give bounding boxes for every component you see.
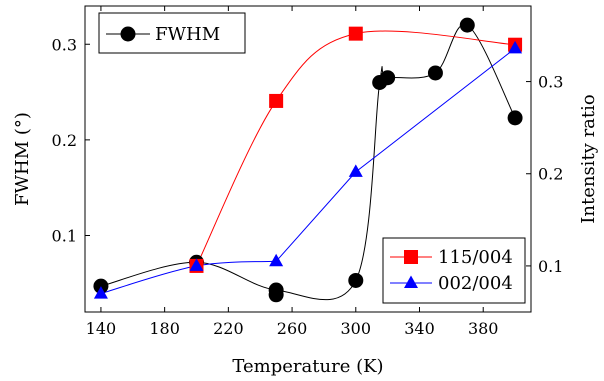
- data-point-002-004: [269, 253, 284, 267]
- legend-ratios: 115/004 002/004: [382, 237, 526, 304]
- x-tick-label: 380: [468, 319, 499, 338]
- x-tick-label: 180: [149, 319, 180, 338]
- legend-ratios-box: [382, 237, 526, 304]
- data-point-115-004: [269, 93, 284, 108]
- right-y-tick-label: 0.1: [538, 257, 563, 276]
- data-point-002-004: [93, 286, 108, 299]
- series-line-115-004: [196, 30, 516, 267]
- legend-fwhm: FWHM: [98, 12, 246, 54]
- right-y-axis: 0.1 0.2 0.3: [526, 73, 563, 276]
- legend-115-label: 115/004: [438, 247, 513, 268]
- left-y-tick-label: 0.2: [52, 131, 77, 150]
- series-line-fwhm: [100, 24, 516, 301]
- legend-115-marker: [404, 250, 418, 264]
- legend-002-marker: [404, 275, 418, 288]
- x-tick-label: 220: [213, 319, 244, 338]
- data-point-115-004: [348, 26, 363, 41]
- left-y-tick-label: 0.1: [52, 227, 77, 246]
- data-point-fwhm: [268, 287, 284, 303]
- data-point-002-004: [508, 40, 523, 54]
- x-axis-title: Temperature (K): [232, 356, 383, 377]
- x-tick-label: 340: [404, 319, 435, 338]
- data-point-fwhm: [459, 17, 475, 33]
- legend-fwhm-label: FWHM: [155, 24, 220, 45]
- left-y-axis-title: FWHM (°): [12, 112, 33, 206]
- data-point-002-004: [348, 164, 363, 177]
- right-y-tick-label: 0.3: [538, 73, 563, 92]
- data-point-002-004: [189, 258, 204, 271]
- data-point-fwhm: [507, 110, 523, 126]
- x-tick-label: 260: [277, 319, 308, 338]
- x-axis: 140 180 220 260 300 340 380: [86, 6, 499, 338]
- left-y-axis: 0.1 0.2 0.3: [52, 35, 90, 246]
- data-point-fwhm: [380, 70, 396, 86]
- legend-fwhm-marker: [120, 26, 136, 42]
- data-point-fwhm: [348, 272, 364, 288]
- right-y-axis-title: Intensity ratio: [578, 94, 599, 223]
- left-y-tick-label: 0.3: [52, 35, 77, 54]
- right-y-tick-label: 0.2: [538, 165, 563, 184]
- data-point-fwhm: [427, 65, 443, 81]
- plot-frame: [84, 5, 532, 313]
- x-tick-label: 300: [341, 319, 372, 338]
- series-markers: [93, 17, 523, 303]
- x-tick-label: 140: [86, 319, 117, 338]
- legend-002-label: 002/004: [438, 273, 513, 294]
